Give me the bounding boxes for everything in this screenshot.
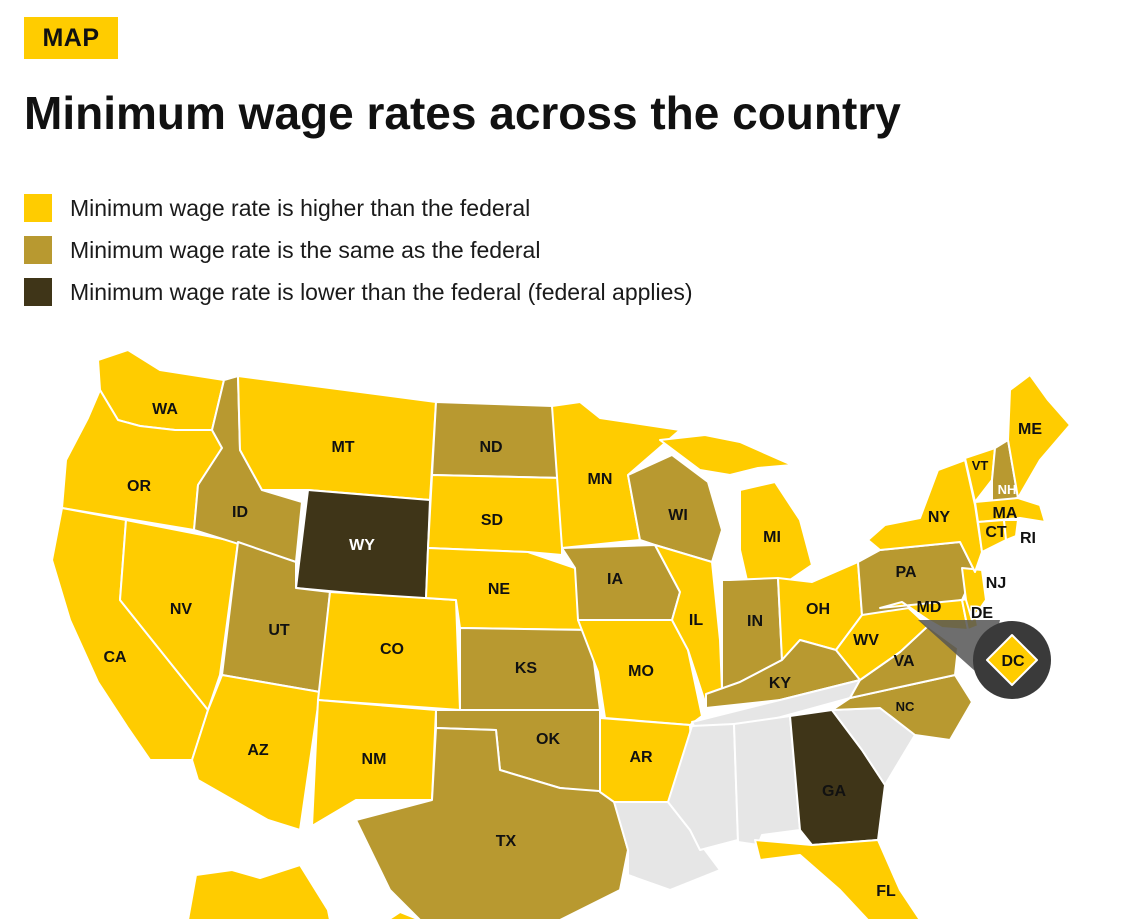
page-title: Minimum wage rates across the country: [24, 87, 901, 139]
state-mi-up: [659, 434, 793, 476]
legend-label-same: Minimum wage rate is the same as the fed…: [70, 236, 541, 263]
label-vt: VT: [972, 458, 989, 473]
label-pa: PA: [895, 564, 916, 581]
label-ia: IA: [607, 571, 623, 588]
label-dc: DC: [1001, 653, 1025, 670]
label-wi: WI: [668, 507, 688, 524]
label-nm: NM: [362, 751, 387, 768]
state-labels: WA OR CA NV ID MT WY UT AZ CO NM ND SD N…: [103, 401, 1042, 900]
state-mt: [237, 375, 437, 501]
legend-swatch-same: [24, 236, 52, 264]
legend-label-higher: Minimum wage rate is higher than the fed…: [70, 194, 531, 221]
legend-item-same: Minimum wage rate is the same as the fed…: [24, 229, 693, 271]
label-nd: ND: [479, 439, 502, 456]
label-ne: NE: [488, 581, 511, 598]
label-ct: CT: [985, 524, 1007, 541]
state-sd: [427, 474, 563, 556]
map-badge: MAP: [24, 17, 118, 59]
legend-item-lower: Minimum wage rate is lower than the fede…: [24, 271, 693, 313]
label-oh: OH: [806, 601, 830, 618]
label-or: OR: [127, 478, 151, 495]
label-de: DE: [971, 605, 994, 622]
state-mi: [739, 481, 813, 586]
label-ks: KS: [515, 660, 538, 677]
label-va: VA: [893, 653, 914, 670]
state-nc: [831, 674, 973, 741]
label-nh: NH: [998, 482, 1017, 497]
label-mt: MT: [331, 439, 354, 456]
label-ma: MA: [993, 505, 1018, 522]
label-ut: UT: [268, 622, 290, 639]
state-fl: [754, 839, 921, 920]
state-tx: [355, 727, 629, 920]
label-wv: WV: [853, 632, 879, 649]
label-mi: MI: [763, 529, 781, 546]
legend-swatch-lower: [24, 278, 52, 306]
state-ak: [187, 864, 331, 920]
state-hi: [387, 911, 421, 920]
label-mn: MN: [588, 471, 613, 488]
label-az: AZ: [247, 742, 269, 759]
state-dc: [986, 634, 1038, 686]
label-nj: NJ: [986, 575, 1006, 592]
label-md: MD: [917, 599, 942, 616]
state-nj: [961, 567, 987, 621]
state-shapes: [51, 349, 1071, 920]
label-nv: NV: [170, 601, 193, 618]
label-ga: GA: [822, 783, 846, 800]
label-fl: FL: [876, 883, 896, 900]
legend-label-lower: Minimum wage rate is lower than the fede…: [70, 278, 693, 305]
label-me: ME: [1018, 421, 1042, 438]
label-tx: TX: [496, 833, 517, 850]
label-ny: NY: [928, 509, 951, 526]
label-nc: NC: [896, 699, 915, 714]
label-mo: MO: [628, 663, 654, 680]
state-me: [1007, 374, 1071, 499]
state-ri: [1003, 519, 1019, 541]
label-in: IN: [747, 613, 763, 630]
label-id: ID: [232, 504, 248, 521]
state-al: [733, 715, 801, 846]
dc-callout: [918, 620, 1051, 699]
label-ok: OK: [536, 731, 560, 748]
legend-swatch-higher: [24, 194, 52, 222]
label-wy: WY: [349, 537, 375, 554]
us-map: WA OR CA NV ID MT WY UT AZ CO NM ND SD N…: [51, 349, 1071, 920]
state-wi: [627, 454, 723, 563]
label-ar: AR: [629, 749, 653, 766]
state-nm: [311, 699, 437, 827]
label-ky: KY: [769, 675, 792, 692]
label-ri: RI: [1020, 530, 1036, 547]
label-il: IL: [689, 612, 703, 629]
label-wa: WA: [152, 401, 178, 418]
label-sd: SD: [481, 512, 503, 529]
label-co: CO: [380, 641, 404, 658]
legend: Minimum wage rate is higher than the fed…: [24, 187, 693, 313]
label-ca: CA: [103, 649, 127, 666]
legend-item-higher: Minimum wage rate is higher than the fed…: [24, 187, 693, 229]
